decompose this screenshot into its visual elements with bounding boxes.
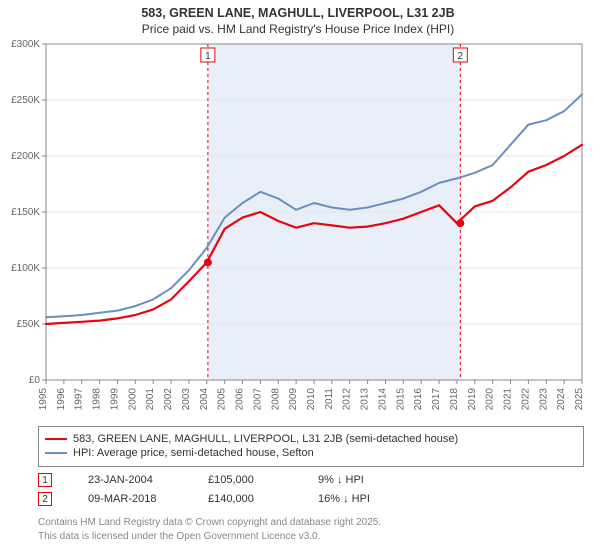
y-tick-label: £300K	[11, 40, 40, 50]
x-tick-label: 2011	[324, 388, 335, 410]
x-tick-label: 2018	[449, 388, 460, 411]
y-tick-label: £150K	[11, 207, 40, 218]
event-row: 1 23-JAN-2004£105,0009% ↓ HPI	[38, 473, 584, 487]
x-tick-label: 2019	[467, 388, 478, 411]
x-tick-label: 2000	[127, 388, 138, 411]
x-tick-label: 2003	[181, 388, 192, 411]
event-row: 2 09-MAR-2018£140,00016% ↓ HPI	[38, 492, 584, 506]
chart-area: £0 £50K £100K £150K £200K £250K £300K 1995 1996 1…	[6, 40, 590, 420]
x-tick-label: 1995	[38, 388, 49, 411]
x-tick-label: 1998	[92, 388, 103, 411]
x-tick-label: 2013	[360, 388, 371, 411]
x-tick-label: 2017	[431, 388, 442, 411]
y-tick-label: £50K	[17, 319, 41, 330]
legend-swatch	[45, 438, 67, 440]
x-tick-label: 2014	[377, 388, 388, 411]
x-tick-label: 2008	[270, 388, 281, 411]
x-tick-label: 2025	[574, 388, 585, 411]
event-marker-point	[456, 219, 464, 227]
legend-row: 583, GREEN LANE, MAGHULL, LIVERPOOL, L31…	[45, 433, 577, 445]
chart-subtitle: Price paid vs. HM Land Registry's House …	[6, 22, 590, 36]
event-price: £140,000	[208, 493, 318, 505]
x-tick-label: 2016	[413, 388, 424, 411]
legend: 583, GREEN LANE, MAGHULL, LIVERPOOL, L31…	[38, 426, 584, 467]
x-tick-label: 1999	[109, 388, 120, 411]
event-date: 09-MAR-2018	[88, 493, 208, 505]
x-tick-label: 2009	[288, 388, 299, 411]
chart-title: 583, GREEN LANE, MAGHULL, LIVERPOOL, L31…	[6, 6, 590, 20]
y-tick-label: £200K	[11, 151, 40, 162]
footer-line-1: Contains HM Land Registry data © Crown c…	[38, 516, 584, 530]
event-marker-id: 1	[205, 51, 211, 62]
footer-line-2: This data is licensed under the Open Gov…	[38, 530, 584, 544]
x-tick-label: 2001	[145, 388, 156, 411]
legend-row: HPI: Average price, semi-detached house,…	[45, 447, 577, 459]
legend-label: 583, GREEN LANE, MAGHULL, LIVERPOOL, L31…	[73, 433, 458, 445]
y-tick-label: £250K	[11, 95, 40, 106]
x-tick-label: 2024	[556, 388, 567, 411]
footer-attribution: Contains HM Land Registry data © Crown c…	[38, 516, 584, 543]
event-delta: 9% ↓ HPI	[318, 474, 438, 486]
x-tick-label: 2020	[485, 388, 496, 411]
event-delta: 16% ↓ HPI	[318, 493, 438, 505]
line-chart-svg: £0 £50K £100K £150K £200K £250K £300K 1995 1996 1…	[6, 40, 590, 420]
x-tick-label: 2002	[163, 388, 174, 411]
x-tick-label: 1997	[74, 388, 85, 411]
x-tick-label: 2021	[503, 388, 514, 411]
legend-swatch	[45, 452, 67, 454]
x-tick-label: 2023	[538, 388, 549, 411]
event-marker-point	[204, 258, 212, 266]
x-tick-label: 1996	[56, 388, 67, 411]
x-tick-label: 2010	[306, 388, 317, 411]
chart-titles: 583, GREEN LANE, MAGHULL, LIVERPOOL, L31…	[6, 6, 590, 36]
x-tick-label: 2005	[217, 388, 228, 411]
x-tick-label: 2012	[342, 388, 353, 411]
event-marker-icon: 2	[38, 492, 52, 506]
x-tick-label: 2004	[199, 388, 210, 411]
y-tick-label: £0	[29, 375, 41, 386]
event-marker-id: 2	[458, 51, 464, 62]
events-table: 1 23-JAN-2004£105,0009% ↓ HPI 2 09-MAR-2018…	[38, 473, 584, 506]
event-date: 23-JAN-2004	[88, 474, 208, 486]
legend-label: HPI: Average price, semi-detached house,…	[73, 447, 314, 459]
x-tick-label: 2015	[395, 388, 406, 411]
x-tick-label: 2007	[252, 388, 263, 411]
event-marker-icon: 1	[38, 473, 52, 487]
x-tick-label: 2022	[520, 388, 531, 411]
y-tick-label: £100K	[11, 263, 40, 274]
x-tick-label: 2006	[235, 388, 246, 411]
event-price: £105,000	[208, 474, 318, 486]
